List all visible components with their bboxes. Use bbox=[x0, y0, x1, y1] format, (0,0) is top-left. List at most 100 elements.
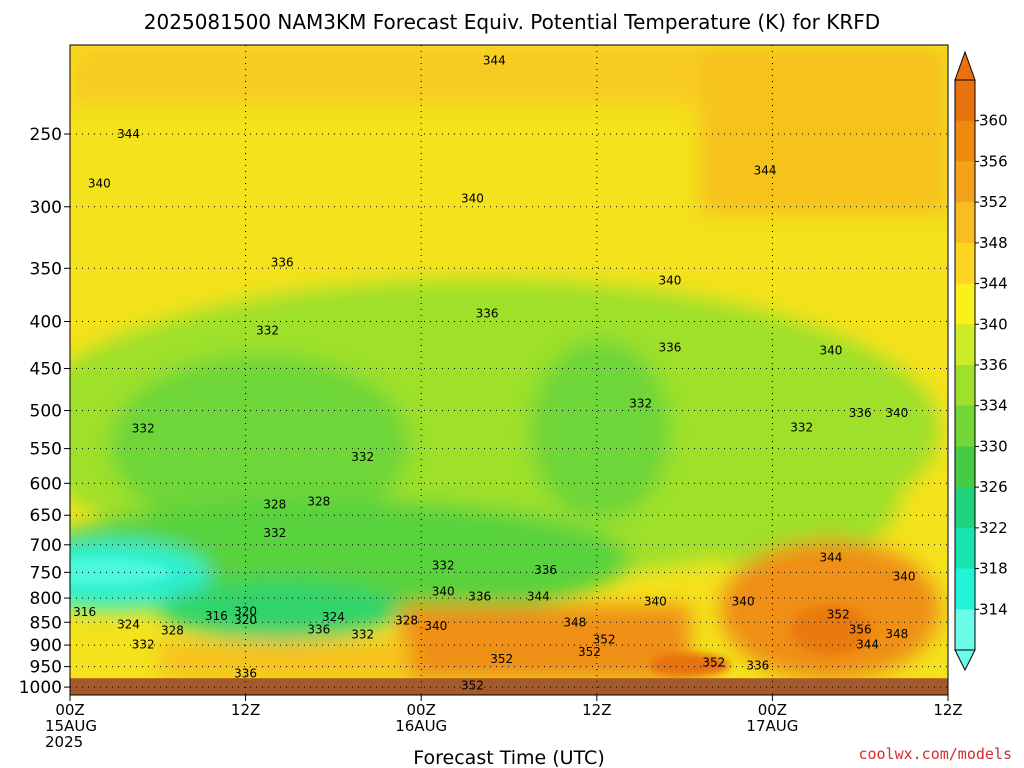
y-tick-label: 600 bbox=[30, 474, 62, 494]
colorbar-label: 356 bbox=[979, 152, 1008, 170]
contour-label: 352 bbox=[578, 645, 601, 659]
field-shading-sharp bbox=[70, 558, 870, 677]
contour-label: 320 bbox=[234, 604, 257, 618]
x-tick-label: 17AUG bbox=[746, 717, 798, 735]
colorbar-segment bbox=[955, 568, 975, 610]
contour-label: 332 bbox=[629, 396, 652, 410]
upper-right-orange bbox=[700, 45, 948, 215]
contour-label: 340 bbox=[659, 274, 682, 288]
x-tick-label: 16AUG bbox=[395, 717, 447, 735]
contour-label: 336 bbox=[849, 406, 872, 420]
y-tick-label: 750 bbox=[30, 563, 62, 583]
contour-label: 352 bbox=[461, 679, 484, 693]
contour-label: 344 bbox=[754, 164, 777, 178]
contour-label: 352 bbox=[827, 608, 850, 622]
dark-orange-core bbox=[650, 653, 730, 677]
right-green bbox=[660, 410, 900, 570]
y-tick-label: 350 bbox=[30, 259, 62, 279]
grid-lines bbox=[70, 45, 948, 695]
contour-label: 336 bbox=[659, 341, 682, 355]
colorbar-label: 344 bbox=[979, 275, 1008, 293]
contour-label: 316 bbox=[205, 609, 228, 623]
colorbar-top-arrow bbox=[954, 50, 976, 81]
y-tick-label: 900 bbox=[30, 636, 62, 656]
colorbar-label: 340 bbox=[979, 315, 1008, 333]
contour-label: 348 bbox=[563, 615, 586, 629]
x-tick-label: 12Z bbox=[231, 701, 260, 719]
colorbar-segment bbox=[955, 242, 975, 285]
colorbar-segment bbox=[955, 202, 975, 244]
x-axis-title: Forecast Time (UTC) bbox=[413, 747, 604, 768]
credit-text: coolwx.com/models bbox=[858, 745, 1012, 763]
x-tick-label: 2025 bbox=[45, 733, 83, 751]
colorbar-label: 336 bbox=[979, 356, 1008, 374]
y-tick-label: 650 bbox=[30, 506, 62, 526]
colorbar-label: 330 bbox=[979, 437, 1008, 455]
low-yellow-orange bbox=[160, 640, 410, 680]
contour-label: 332 bbox=[132, 422, 155, 436]
contour-label: 356 bbox=[849, 623, 872, 637]
colorbar-segment bbox=[955, 405, 975, 447]
contour-label: 336 bbox=[476, 306, 499, 320]
contour-label: 352 bbox=[702, 655, 725, 669]
contour-label: 352 bbox=[490, 652, 513, 666]
y-axis: 250 300 350 400 450 500 550 600 650 700 750 800 850 9… bbox=[19, 125, 70, 698]
contour-label: 340 bbox=[461, 192, 484, 206]
colorbar-label: 360 bbox=[979, 112, 1008, 130]
contour-label: 332 bbox=[351, 628, 374, 642]
cyan-core bbox=[70, 558, 170, 586]
contour-label: 332 bbox=[132, 638, 155, 652]
contour-label: 344 bbox=[819, 551, 842, 565]
contour-label: 332 bbox=[432, 558, 455, 572]
contour-label: 336 bbox=[534, 563, 557, 577]
green-low-left bbox=[160, 580, 400, 640]
contour-label: 348 bbox=[885, 627, 908, 641]
low-orange-center bbox=[400, 605, 690, 680]
colorbar-segment bbox=[955, 609, 975, 651]
x-tick-label: 00Z bbox=[55, 701, 84, 719]
colorbar-bottom-arrow bbox=[954, 649, 976, 672]
x-tick-label: 00Z bbox=[407, 701, 436, 719]
contour-label: 340 bbox=[432, 585, 455, 599]
x-tick-label: 15AUG bbox=[45, 717, 97, 735]
plot-frame bbox=[69, 44, 949, 696]
contour-label: 340 bbox=[819, 343, 842, 357]
contour-label: 332 bbox=[263, 526, 286, 540]
contour-label: 344 bbox=[117, 127, 140, 141]
contour-label: 328 bbox=[161, 624, 184, 638]
contour-label: 316 bbox=[73, 605, 96, 619]
y-tick-label: 250 bbox=[30, 125, 62, 145]
contour-label: 352 bbox=[593, 633, 616, 647]
y-tick-label: 1000 bbox=[19, 678, 62, 698]
colorbar-label: 314 bbox=[979, 600, 1008, 618]
y-tick-label: 300 bbox=[30, 198, 62, 218]
contour-label: 336 bbox=[234, 666, 257, 680]
colorbar-label: 334 bbox=[979, 397, 1008, 415]
dark-orange-core-right bbox=[790, 605, 870, 655]
y-tick-label: 700 bbox=[30, 536, 62, 556]
contour-label: 336 bbox=[468, 590, 491, 604]
colorbar-segment bbox=[955, 324, 975, 366]
colorbar-label: 352 bbox=[979, 193, 1008, 211]
mid-green-core-left bbox=[110, 355, 410, 535]
colorbar-segment bbox=[955, 120, 975, 162]
contour-label: 336 bbox=[271, 256, 294, 270]
contour-label: 332 bbox=[256, 323, 279, 337]
contour-label: 328 bbox=[263, 498, 286, 512]
contour-label: 344 bbox=[856, 638, 879, 652]
contour-label: 344 bbox=[483, 54, 506, 68]
contour-label: 340 bbox=[88, 176, 111, 190]
contour-label: 324 bbox=[322, 610, 345, 624]
colorbar-segment bbox=[955, 283, 975, 325]
colorbar-label: 348 bbox=[979, 234, 1008, 252]
mid-green-core-center bbox=[530, 340, 670, 520]
contour-label: 340 bbox=[885, 406, 908, 420]
colorbar-segment bbox=[955, 487, 975, 529]
contour-labels: 344 344 340 344 340 336 340 336 332 336 340 332 336 3… bbox=[73, 54, 915, 693]
colorbar-segment bbox=[955, 446, 975, 488]
colorbar: 360 356 352 348 344 340 336 334 330 326 322 318 314 bbox=[954, 50, 1008, 672]
contour-label: 340 bbox=[424, 619, 447, 633]
contour-label: 320 bbox=[234, 613, 257, 627]
y-tick-label: 550 bbox=[30, 440, 62, 460]
